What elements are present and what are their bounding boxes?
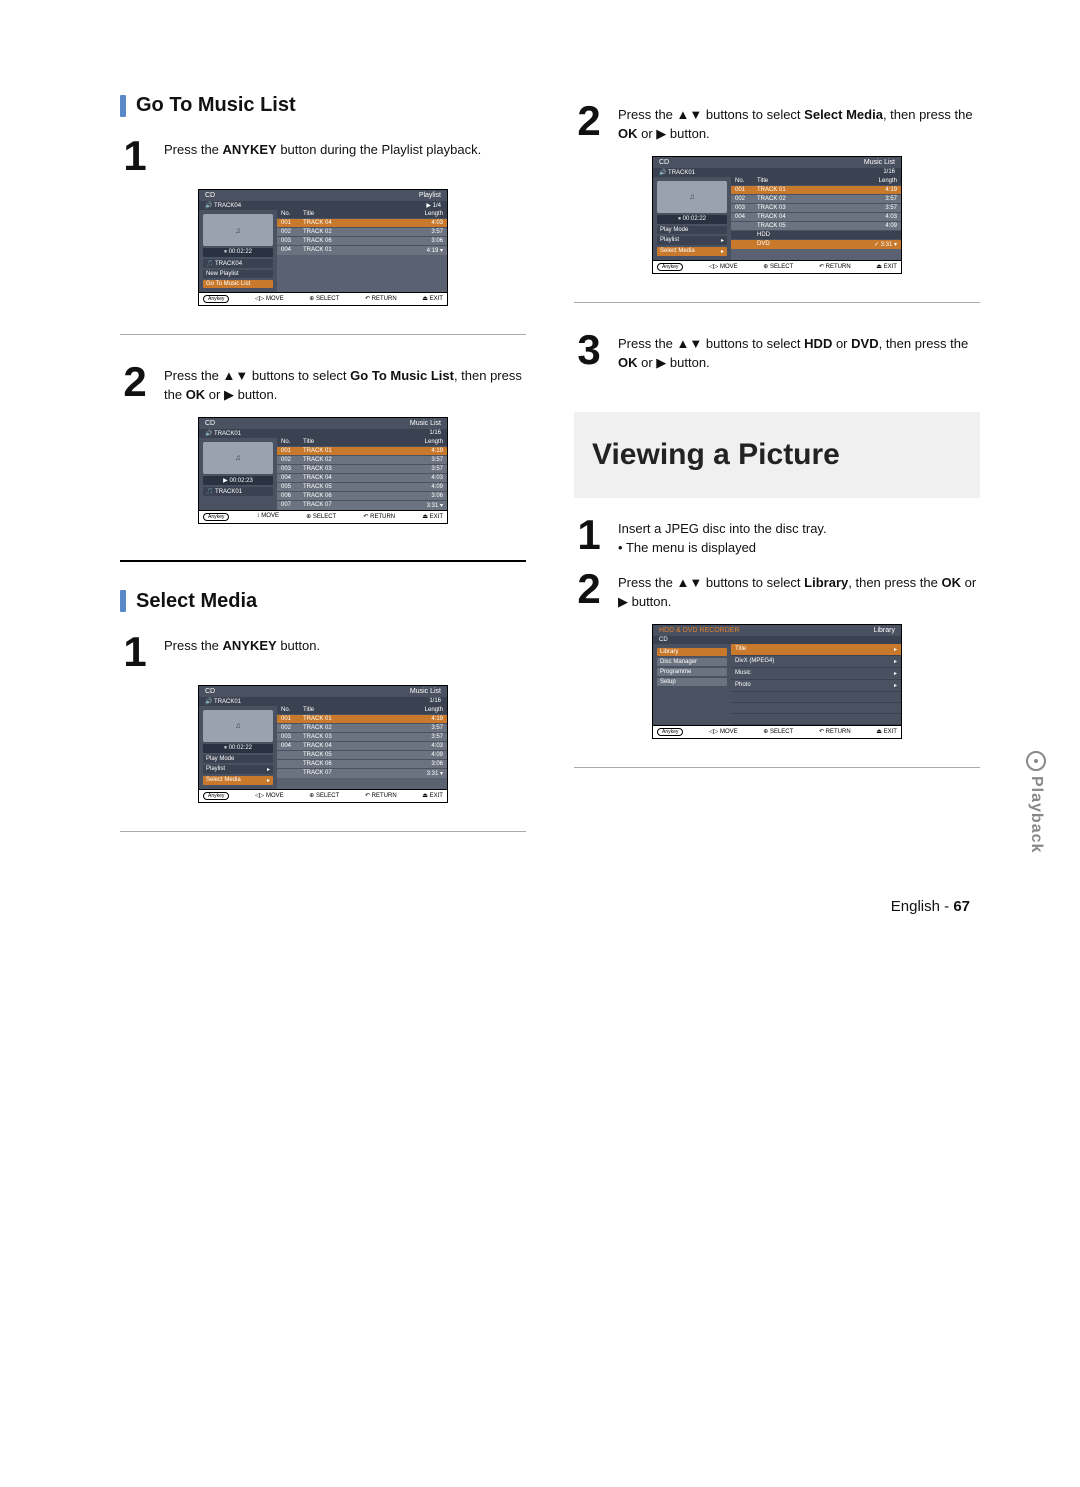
library-list-item: Photo▸	[731, 680, 901, 692]
right-column: 2 Press the ▲▼ buttons to select Select …	[574, 90, 980, 858]
step-number: 1	[574, 514, 604, 556]
screenshot-library: HDD & DVD RECORDERLibrary CD LibraryDisc…	[652, 624, 902, 739]
step-text: Press the ▲▼ buttons to select Select Me…	[618, 100, 980, 144]
divider	[120, 831, 526, 832]
library-list-item: Title▸	[731, 644, 901, 656]
screenshot-select-media: CDMusic List 🔊 TRACK011/16 ♫ ⏸ 00:02:22 …	[198, 685, 448, 803]
step-number: 2	[120, 361, 150, 403]
section-heading-select-media: Select Media	[120, 590, 526, 613]
picture-step-2: 2 Press the ▲▼ buttons to select Library…	[574, 568, 980, 612]
track-row: 007TRACK 073:31 ▾	[277, 500, 447, 510]
step-1: 1 Press the ANYKEY button during the Pla…	[120, 135, 526, 177]
album-art-icon: ♫	[657, 181, 727, 213]
track-row: 003TRACK 063:06	[277, 236, 447, 245]
heading-accent-bar	[120, 95, 126, 117]
section-heading-go-to-music-list: Go To Music List	[120, 94, 526, 117]
divider	[574, 767, 980, 768]
step-3: 3 Press the ▲▼ buttons to select HDD or …	[574, 329, 980, 373]
step-1: 1 Press the ANYKEY button.	[120, 631, 526, 673]
step-text: Insert a JPEG disc into the disc tray. •…	[618, 514, 827, 558]
album-art-icon: ♫	[203, 710, 273, 742]
step-text: Press the ▲▼ buttons to select Library, …	[618, 568, 980, 612]
track-row: 003TRACK 033:57	[731, 203, 901, 212]
track-row: 004TRACK 044:03	[277, 741, 447, 750]
heading-text: Go To Music List	[136, 94, 296, 117]
track-row: DVD✓ 3:31 ▾	[731, 239, 901, 249]
step-2: 2 Press the ▲▼ buttons to select Go To M…	[120, 361, 526, 405]
step-number: 3	[574, 329, 604, 371]
screenshot-playlist: CDPlaylist 🔊 TRACK04▶ 1/4 ♫ ⏸ 00:02:22 🎵…	[198, 189, 448, 306]
step-number: 1	[120, 631, 150, 673]
step-number: 2	[574, 100, 604, 142]
track-row: 004TRACK 044:03	[277, 473, 447, 482]
track-row: 003TRACK 033:57	[277, 732, 447, 741]
track-row: 001TRACK 044:03	[277, 218, 447, 227]
album-art-icon: ♫	[203, 442, 273, 474]
screenshot-music-list: CDMusic List 🔊 TRACK011/16 ♫ ▶ 00:02:23 …	[198, 417, 448, 524]
library-list-item: DivX (MPEG4)▸	[731, 656, 901, 668]
track-row: 002TRACK 023:57	[277, 723, 447, 732]
viewing-picture-title: Viewing a Picture	[592, 438, 962, 472]
divider	[120, 334, 526, 335]
track-row: 003TRACK 033:57	[277, 464, 447, 473]
two-column-layout: Go To Music List 1 Press the ANYKEY butt…	[120, 90, 980, 858]
step-2: 2 Press the ▲▼ buttons to select Select …	[574, 100, 980, 144]
track-row: 001TRACK 014:19	[277, 446, 447, 455]
track-row: TRACK 054:09	[731, 221, 901, 230]
step-text: Press the ANYKEY button.	[164, 631, 320, 656]
page-footer: English - 67	[120, 898, 980, 915]
section-divider	[120, 560, 526, 562]
album-art-icon: ♫	[203, 214, 273, 246]
step-number: 2	[574, 568, 604, 610]
track-row: 001TRACK 014:19	[731, 185, 901, 194]
track-row: TRACK 073:31 ▾	[277, 768, 447, 778]
track-row: 002TRACK 023:57	[277, 455, 447, 464]
library-nav-item: Library	[657, 648, 727, 656]
track-row: TRACK 054:09	[277, 750, 447, 759]
library-nav-item: Disc Manager	[657, 658, 727, 666]
manual-page: Go To Music List 1 Press the ANYKEY butt…	[0, 0, 1080, 975]
library-nav-item: Programme	[657, 668, 727, 676]
track-row: HDD	[731, 230, 901, 239]
track-row: TRACK 063:06	[277, 759, 447, 768]
step-text: Press the ▲▼ buttons to select Go To Mus…	[164, 361, 526, 405]
divider	[574, 302, 980, 303]
track-row: 002TRACK 023:57	[277, 227, 447, 236]
side-tab-label: Playback	[1027, 776, 1045, 853]
track-row: 004TRACK 044:03	[731, 212, 901, 221]
track-row: 002TRACK 023:57	[731, 194, 901, 203]
picture-step-1: 1 Insert a JPEG disc into the disc tray.…	[574, 514, 980, 558]
viewing-picture-box: Viewing a Picture	[574, 412, 980, 498]
step-number: 1	[120, 135, 150, 177]
disc-icon	[1022, 750, 1050, 772]
screenshot-hdd-dvd: CDMusic List 🔊 TRACK011/16 ♫ ⏸ 00:02:22 …	[652, 156, 902, 274]
track-row: 005TRACK 054:09	[277, 482, 447, 491]
heading-text: Select Media	[136, 590, 257, 613]
track-row: 004TRACK 014:19 ▾	[277, 245, 447, 255]
side-tab-playback: Playback	[1022, 750, 1050, 853]
track-row: 001TRACK 014:19	[277, 714, 447, 723]
library-nav-item: Setup	[657, 678, 727, 686]
step-text: Press the ANYKEY button during the Playl…	[164, 135, 481, 160]
track-row: 006TRACK 063:06	[277, 491, 447, 500]
step-text: Press the ▲▼ buttons to select HDD or DV…	[618, 329, 980, 373]
library-list-item: Music▸	[731, 668, 901, 680]
left-column: Go To Music List 1 Press the ANYKEY butt…	[120, 90, 526, 858]
heading-accent-bar	[120, 590, 126, 612]
